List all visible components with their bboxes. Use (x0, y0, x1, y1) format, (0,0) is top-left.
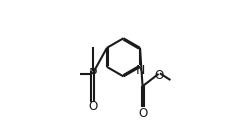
Text: O: O (138, 107, 147, 120)
Text: O: O (88, 100, 97, 113)
Text: O: O (154, 69, 164, 82)
Text: N: N (136, 64, 145, 77)
Text: P: P (88, 67, 97, 81)
